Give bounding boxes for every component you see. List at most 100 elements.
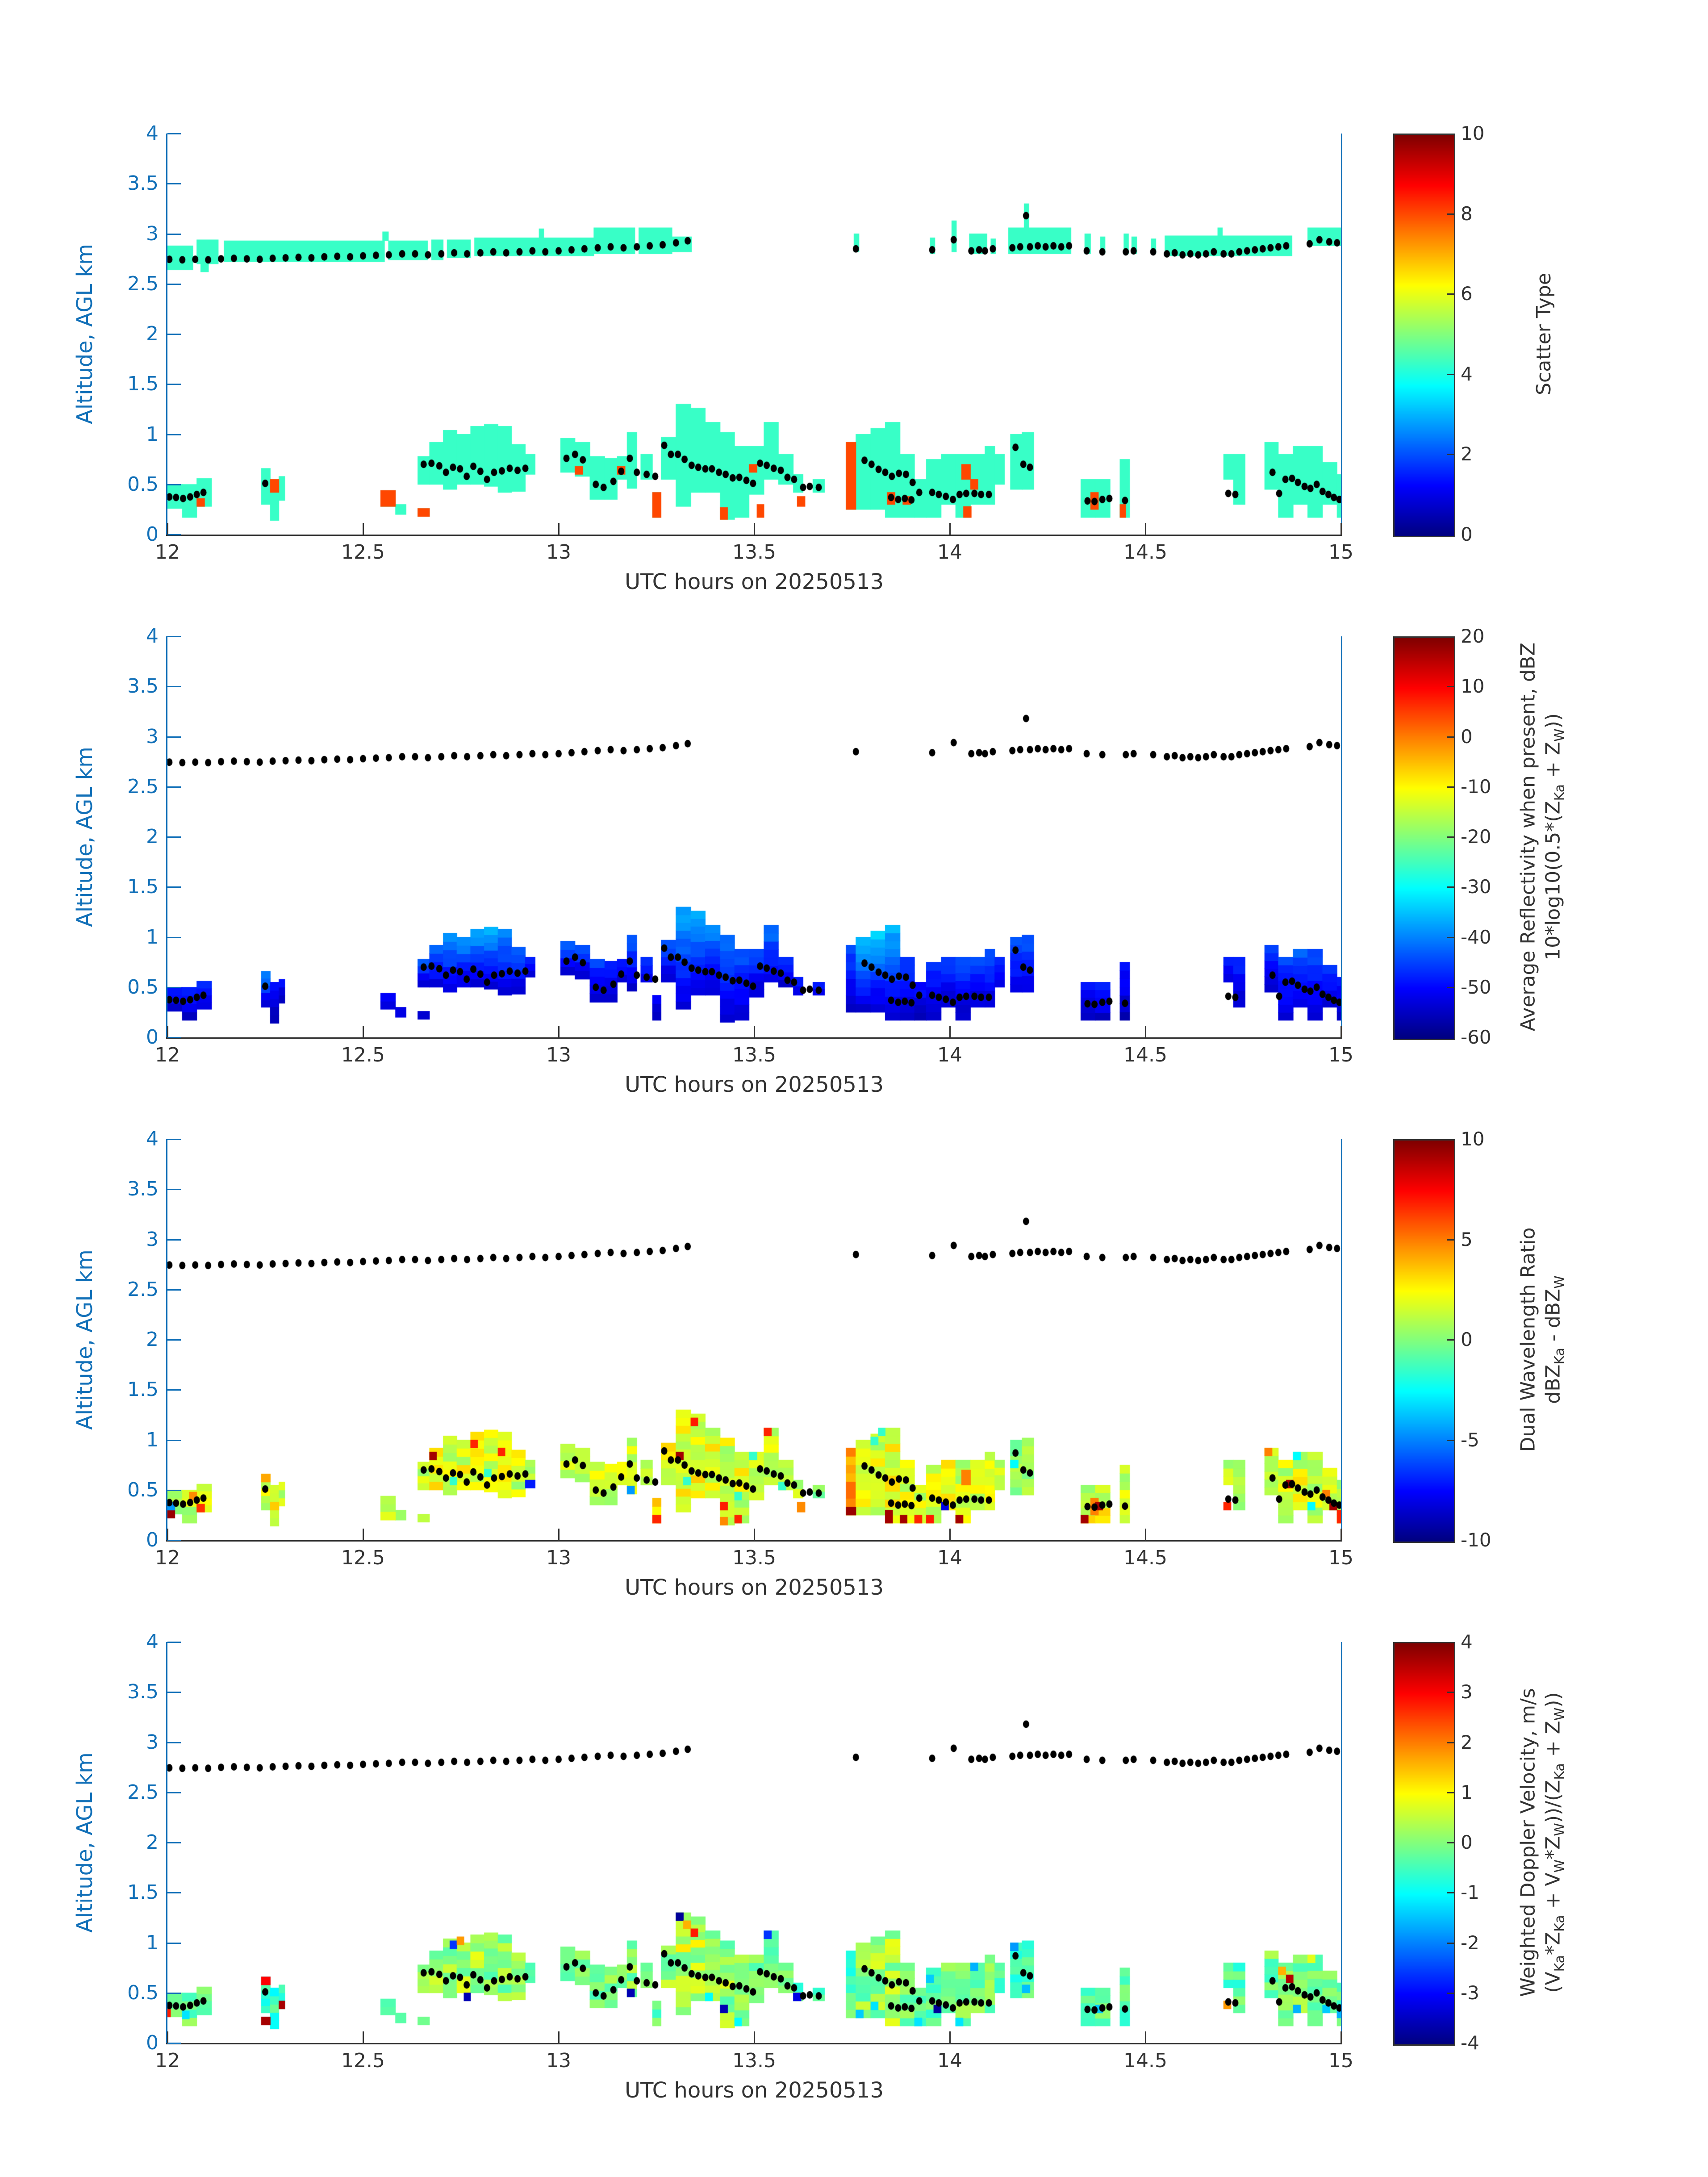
y-tick-mark xyxy=(167,133,181,134)
x-tick-label: 13.5 xyxy=(732,2049,776,2072)
y-axis-title: Altitude, AGL km xyxy=(72,747,97,927)
y-tick-mark xyxy=(167,534,181,535)
y-tick-mark xyxy=(167,1489,181,1491)
colorbar-tick-label: -5 xyxy=(1461,1429,1479,1451)
x-tick-mark xyxy=(363,1026,364,1037)
x-tick-mark xyxy=(167,523,168,535)
y-tick-label: 4 xyxy=(146,1630,159,1653)
y-tick-label: 2.5 xyxy=(127,1780,159,1804)
x-tick-mark xyxy=(949,523,951,535)
y-tick-label: 0 xyxy=(146,1026,159,1049)
subscript: Ka xyxy=(1552,1348,1568,1365)
x-tick-label: 12.5 xyxy=(341,1546,385,1569)
colorbar-doppler xyxy=(1393,1642,1455,2046)
y-tick-mark xyxy=(167,1037,181,1038)
colorbar-tick-label: -60 xyxy=(1461,1026,1491,1048)
y-tick-mark xyxy=(167,233,181,235)
subscript: W xyxy=(1552,1275,1568,1289)
x-tick-mark xyxy=(167,1529,168,1540)
y-tick-label: 2 xyxy=(146,1831,159,1854)
x-tick-label: 14.5 xyxy=(1123,1546,1167,1569)
x-tick-mark xyxy=(1145,1529,1146,1540)
x-tick-label: 13 xyxy=(546,2049,571,2072)
y-tick-mark xyxy=(167,1842,181,1843)
colorbar-tick-label: -10 xyxy=(1461,1529,1491,1551)
y-tick-label: 3 xyxy=(146,222,159,245)
y-tick-mark xyxy=(167,1992,181,1994)
y-axis-left-spine xyxy=(166,636,167,1037)
x-tick-label: 15 xyxy=(1328,1546,1353,1569)
y-tick-label: 2.5 xyxy=(127,775,159,798)
y-tick-label: 0.5 xyxy=(127,975,159,999)
x-axis-title: UTC hours on 20250513 xyxy=(625,2078,884,2103)
x-axis-title: UTC hours on 20250513 xyxy=(625,1575,884,1600)
y-tick-mark xyxy=(167,986,181,988)
colorbar-tick-label: -1 xyxy=(1461,1881,1479,1904)
y-tick-mark xyxy=(167,886,181,888)
subscript: Ka xyxy=(1552,1955,1568,1972)
x-axis-title: UTC hours on 20250513 xyxy=(625,1072,884,1097)
y-tick-mark xyxy=(167,1892,181,1894)
heatmap-canvas-dwr xyxy=(167,1139,1341,1540)
y-tick-label: 0.5 xyxy=(127,1478,159,1501)
y-axis-left-spine xyxy=(166,134,167,535)
colorbar-tick-label: -50 xyxy=(1461,976,1491,998)
colorbar-tick-label: -30 xyxy=(1461,876,1491,898)
y-tick-label: 2 xyxy=(146,825,159,848)
y-tick-label: 4 xyxy=(146,625,159,648)
y-tick-label: 1 xyxy=(146,422,159,446)
x-axis-spine xyxy=(166,2043,1342,2044)
colorbar-tick-label: 5 xyxy=(1461,1228,1473,1250)
x-tick-label: 12.5 xyxy=(341,1044,385,1066)
x-tick-label: 12.5 xyxy=(341,2049,385,2072)
y-tick-label: 2.5 xyxy=(127,272,159,295)
x-tick-mark xyxy=(1145,2031,1146,2043)
y-tick-mark xyxy=(167,1742,181,1743)
x-tick-label: 14.5 xyxy=(1123,1044,1167,1066)
x-tick-mark xyxy=(754,2031,755,2043)
colorbar-tick-mark xyxy=(1447,1992,1454,1994)
x-tick-label: 14.5 xyxy=(1123,541,1167,564)
colorbar-tick-mark xyxy=(1447,1942,1454,1944)
subscript: W xyxy=(1552,1707,1568,1721)
colorbar-tick-label: 2 xyxy=(1461,443,1473,465)
colorbar-tick-label: -4 xyxy=(1461,2032,1479,2054)
colorbar-tick-mark xyxy=(1447,936,1454,938)
subscript: Ka xyxy=(1552,784,1568,801)
colorbar-title-scatter_type: Scatter Type xyxy=(1532,273,1557,395)
colorbar-tick-label: 2 xyxy=(1461,1731,1473,1753)
y-axis-right-spine xyxy=(1341,636,1342,1037)
y-tick-mark xyxy=(167,334,181,335)
colorbar-tick-mark xyxy=(1447,786,1454,788)
y-tick-label: 3 xyxy=(146,1228,159,1251)
colorbar-title-line: Dual Wavelength Ratio xyxy=(1516,1227,1540,1452)
colorbar-tick-label: 0 xyxy=(1461,725,1473,748)
y-tick-mark xyxy=(167,736,181,738)
y-tick-label: 3.5 xyxy=(127,675,159,698)
heatmap-canvas-doppler xyxy=(167,1642,1341,2043)
colorbar-tick-mark xyxy=(1447,986,1454,988)
y-tick-label: 1 xyxy=(146,1428,159,1451)
y-tick-label: 3.5 xyxy=(127,1178,159,1201)
colorbar-title-reflectivity: Average Reflectivity when present, dBZ 10… xyxy=(1516,643,1572,1032)
y-tick-label: 1.5 xyxy=(127,1378,159,1401)
colorbar-tick-label: -3 xyxy=(1461,1981,1479,2004)
colorbar-tick-label: 0 xyxy=(1461,1831,1473,1853)
colorbar-tick-label: 4 xyxy=(1461,363,1473,385)
y-tick-label: 2 xyxy=(146,1328,159,1351)
y-tick-mark xyxy=(167,484,181,485)
colorbar-tick-label: -2 xyxy=(1461,1931,1479,1954)
y-axis-title: Altitude, AGL km xyxy=(72,1752,97,1933)
colorbar-tick-mark xyxy=(1447,836,1454,838)
colorbar-tick-label: 8 xyxy=(1461,202,1473,225)
colorbar-tick-mark xyxy=(1447,1892,1454,1894)
y-tick-mark xyxy=(167,1189,181,1191)
y-tick-label: 1.5 xyxy=(127,1881,159,1904)
colorbar-tick-label: 4 xyxy=(1461,1631,1473,1653)
y-tick-label: 3.5 xyxy=(127,172,159,195)
x-tick-label: 12.5 xyxy=(341,541,385,564)
colorbar-tick-label: 20 xyxy=(1461,625,1485,647)
x-tick-mark xyxy=(558,1529,560,1540)
x-tick-label: 12 xyxy=(155,1044,180,1066)
